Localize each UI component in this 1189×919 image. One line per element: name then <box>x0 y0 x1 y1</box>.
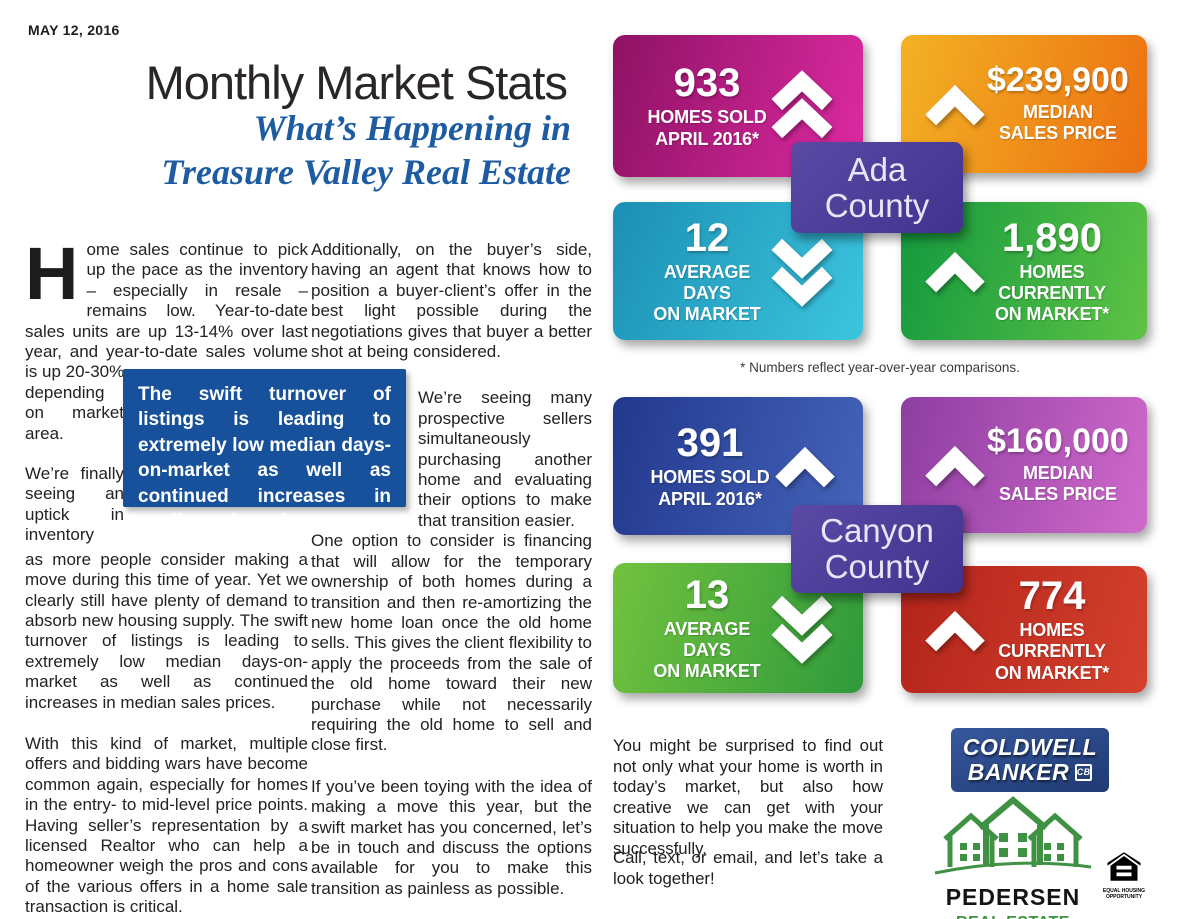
stat-value: 391 <box>676 421 744 466</box>
chevron-up-icon <box>925 610 985 651</box>
coldwell-banker-logo: COLDWELL BANKER CB <box>951 728 1109 792</box>
cb-monogram-icon: CB <box>1075 763 1093 781</box>
stat-label: ON MARKET <box>653 661 761 682</box>
stat-value: 12 <box>684 215 730 260</box>
county-name: County <box>824 186 930 224</box>
stat-card-ada-median-price: $239,900 MEDIAN SALES PRICE <box>901 35 1147 173</box>
county-badge-ada: Ada County <box>791 142 963 233</box>
stat-value: 774 <box>1018 574 1086 619</box>
stat-label: ON MARKET* <box>995 304 1109 325</box>
paragraph-text: ome sales continue to pick up the pace a… <box>25 240 308 382</box>
stat-value: 1,890 <box>1001 215 1103 260</box>
pedersen-tagline: REAL ESTATE GROUP <box>933 914 1093 919</box>
pedersen-name: PEDERSEN <box>945 884 1081 910</box>
county-name: County <box>824 548 930 585</box>
stat-label: SALES PRICE <box>998 484 1117 505</box>
stat-card-canyon-median-price: $160,000 MEDIAN SALES PRICE <box>901 397 1147 533</box>
county-name: Ada <box>847 150 907 188</box>
stat-label: AVERAGE DAYS <box>663 618 751 660</box>
chevron-up-icon <box>925 445 985 487</box>
paragraph-text: If you’ve been toying with the idea of m… <box>311 776 592 898</box>
chevron-up-icon <box>925 251 985 293</box>
stat-text: 13 AVERAGE DAYS ON MARKET <box>647 574 767 683</box>
equal-housing-text-1: EQUAL HOUSING <box>1102 888 1146 894</box>
stat-value: 13 <box>684 572 730 617</box>
stat-label: ON MARKET <box>653 304 761 325</box>
stat-text: 1,890 HOMES CURRENTLY ON MARKET* <box>987 217 1117 326</box>
publication-date: MAY 12, 2016 <box>28 22 120 38</box>
stat-label: HOMES SOLD <box>647 107 767 128</box>
paragraph-text: We’re seeing many prospective sellers si… <box>418 388 592 530</box>
stat-label: APRIL 2016* <box>655 128 759 149</box>
stat-value: 933 <box>673 61 741 106</box>
subtitle-line-1: What’s Happening in <box>253 108 571 149</box>
stat-text: $160,000 MEDIAN SALES PRICE <box>987 424 1129 505</box>
stat-label: SALES PRICE <box>998 123 1117 144</box>
stat-value: $239,900 <box>987 61 1129 100</box>
drop-cap: H <box>25 232 79 315</box>
paragraph-text: depending on market area. <box>25 382 124 443</box>
stat-card-ada-homes-sold: 933 HOMES SOLD APRIL 2016* <box>613 35 863 177</box>
equal-housing-icon <box>1107 852 1141 881</box>
header: Monthly Market Stats What’s Happening in… <box>30 58 575 195</box>
paragraph-text: We’re finally seeing an uptick in invent… <box>25 464 124 545</box>
double-chevron-down-icon <box>771 595 833 664</box>
page-title: Monthly Market Stats <box>145 56 568 109</box>
stat-text: $239,900 MEDIAN SALES PRICE <box>987 63 1129 144</box>
county-name: Canyon <box>820 512 934 550</box>
paragraph-text: Additionally, on the buyer’s side, havin… <box>311 240 592 362</box>
pull-quote-callout: The swift turnover of listings is leadin… <box>123 369 406 532</box>
stat-label: AVERAGE DAYS <box>663 261 751 303</box>
pedersen-logo: PEDERSEN REAL ESTATE GROUP <box>933 795 1093 919</box>
paragraph-text: as more people consider making a move du… <box>25 549 308 712</box>
text-wrap-beside-callout: We’re seeing many prospective sellers si… <box>418 388 592 531</box>
stat-text: 774 HOMES CURRENTLY ON MARKET* <box>987 575 1117 684</box>
text-wrap-beside-callout: depending on market area. We’re finally … <box>25 383 124 546</box>
footnote: * Numbers reflect year-over-year compari… <box>740 360 1020 375</box>
stat-value: $160,000 <box>987 422 1129 461</box>
closing-paragraph-2: Call, text, or email, and let’s take a l… <box>613 848 883 888</box>
double-chevron-down-icon <box>771 238 833 307</box>
closing-paragraph-1: You might be surprised to find out not o… <box>613 736 883 858</box>
coldwell-logo-line-1: COLDWELL <box>962 734 1098 761</box>
stat-label: HOMES CURRENTLY <box>998 620 1106 662</box>
county-badge-canyon: Canyon County <box>791 505 963 593</box>
stat-label: MEDIAN <box>1023 463 1093 484</box>
stat-label: MEDIAN <box>1023 102 1093 123</box>
stat-text: 12 AVERAGE DAYS ON MARKET <box>647 217 767 326</box>
equal-housing-logo: EQUAL HOUSING OPPORTUNITY <box>1100 852 1148 901</box>
coldwell-banker-text: BANKER <box>967 759 1070 785</box>
subtitle-line-2: Treasure Valley Real Estate <box>161 152 571 193</box>
stat-text: 391 HOMES SOLD APRIL 2016* <box>647 422 773 509</box>
stat-text: 933 HOMES SOLD APRIL 2016* <box>647 62 767 149</box>
stat-label: APRIL 2016* <box>658 488 762 509</box>
chevron-up-icon <box>775 446 835 488</box>
pedersen-houses-icon <box>934 796 1092 875</box>
stat-label: HOMES SOLD <box>650 467 770 488</box>
paragraph-text: With this kind of market, multiple offer… <box>25 733 308 917</box>
article-column-2: Additionally, on the buyer’s side, havin… <box>311 240 592 899</box>
stat-label: ON MARKET* <box>995 662 1109 683</box>
coldwell-logo-line-2: BANKER CB <box>967 759 1093 785</box>
stat-label: HOMES CURRENTLY <box>998 261 1106 303</box>
paragraph-text: One option to consider is financing that… <box>311 531 592 755</box>
chevron-up-icon <box>925 84 985 126</box>
equal-housing-text-2: OPPORTUNITY <box>1105 893 1143 900</box>
double-chevron-up-icon <box>771 70 833 139</box>
